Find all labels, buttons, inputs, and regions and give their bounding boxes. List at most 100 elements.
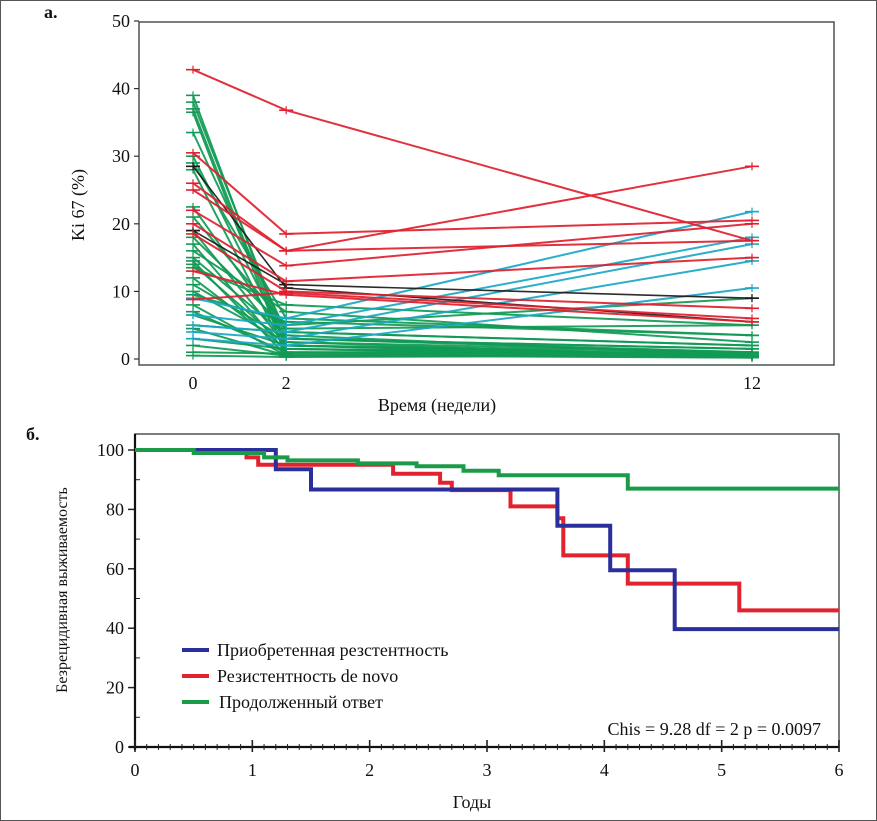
panel-b-x-ticks: 0 1 2 3 4 5 6 (129, 434, 844, 780)
panel-a-series (186, 65, 759, 362)
data-point-marker-cyan (186, 327, 200, 336)
survival-curve-0 (135, 448, 839, 632)
series-line-red (192, 68, 753, 242)
panel-b-y-axis-title: Безрецидивная выживаемость (54, 487, 71, 693)
series-line-black (192, 229, 753, 299)
data-point-marker-red (186, 267, 200, 276)
series-line-red (192, 152, 753, 235)
x-tick-label: 5 (717, 760, 726, 780)
data-point-marker-red (186, 295, 200, 304)
data-point-marker-red (279, 277, 294, 286)
legend-label-continued: Продолженный ответ (219, 692, 383, 712)
data-point-marker-cyan (279, 327, 294, 336)
data-point-marker-red (186, 148, 200, 157)
data-point-marker-green (186, 280, 200, 289)
y-tick-label: 100 (97, 440, 124, 460)
x-tick-label: 3 (483, 760, 492, 780)
survival-curve-2 (135, 448, 839, 491)
data-point-marker-red (745, 236, 759, 245)
data-point-marker-green (186, 246, 200, 255)
data-point-marker-green (279, 352, 294, 361)
panel-b-label: б. (26, 424, 40, 444)
data-point-marker-red (745, 253, 759, 262)
data-point-marker-red (279, 246, 294, 255)
data-point-marker-black (186, 162, 200, 171)
panel-a-plot-frame (138, 21, 835, 366)
panel-b: б. 0 20 40 60 80 100 0 1 2 3 4 5 6 Приобретенная ре… (26, 424, 844, 812)
legend-label-de-novo: Резистентность de novo (217, 666, 398, 686)
data-point-marker-cyan (745, 284, 759, 293)
data-point-marker-green (279, 307, 294, 316)
data-point-marker-red (745, 314, 759, 323)
data-point-marker-red (186, 206, 200, 215)
data-point-marker-red (186, 179, 200, 188)
series-line-red (192, 165, 753, 252)
y-tick-label: 40 (112, 79, 130, 99)
x-tick-label: 12 (743, 373, 761, 393)
x-tick-label: 4 (600, 760, 609, 780)
data-point-marker-red (279, 261, 294, 270)
panel-b-y-ticks: 0 20 40 60 80 100 (97, 440, 140, 757)
data-point-marker-green (186, 108, 200, 117)
x-tick-label: 6 (835, 760, 844, 780)
x-tick-label: 0 (131, 760, 140, 780)
panel-a-y-axis-title: Ki 67 (%) (68, 169, 89, 241)
panel-b-legend: Приобретенная резстентность Резистентнос… (182, 640, 448, 712)
data-point-marker-green (186, 213, 200, 222)
stat-annotation: Chis = 9.28 df = 2 p = 0.0097 (608, 719, 821, 739)
y-tick-label: 80 (106, 499, 124, 519)
x-tick-label: 1 (248, 760, 257, 780)
x-tick-label: 2 (365, 760, 374, 780)
series-line-red (192, 209, 753, 267)
y-tick-label: 20 (112, 214, 130, 234)
data-point-marker-red (186, 229, 200, 238)
y-tick-label: 10 (112, 281, 130, 301)
data-point-marker-green (745, 331, 759, 340)
y-tick-label: 30 (112, 146, 130, 166)
data-point-marker-red (279, 288, 294, 297)
y-tick-label: 40 (106, 618, 124, 638)
data-point-marker-green (186, 128, 200, 137)
data-point-marker-red (279, 229, 294, 238)
series-line-green (192, 354, 753, 359)
data-point-marker-cyan (745, 207, 759, 216)
y-tick-label: 0 (121, 349, 130, 369)
data-point-marker-red (279, 106, 294, 115)
data-point-marker-red (745, 219, 759, 228)
data-point-marker-red (745, 304, 759, 313)
panel-b-series (135, 448, 839, 632)
panel-a: а. 0 10 20 30 40 50 0 2 12 Время (недели) Ki 67… (44, 2, 835, 416)
data-point-marker-cyan (186, 311, 200, 320)
data-point-marker-red (186, 219, 200, 228)
panel-a-x-ticks: 0 2 12 (189, 373, 762, 393)
panel-a-y-ticks: 0 10 20 30 40 50 (112, 11, 139, 369)
x-tick-label: 2 (282, 373, 291, 393)
series-line-red (192, 189, 753, 252)
panel-a-label: а. (44, 2, 58, 22)
data-point-marker-green (186, 240, 200, 249)
y-tick-label: 20 (106, 678, 124, 698)
survival-curve-1 (135, 448, 839, 613)
data-point-marker-red (186, 186, 200, 194)
data-point-marker-green (186, 351, 200, 360)
panel-a-x-axis-title: Время (недели) (378, 395, 496, 416)
x-tick-label: 0 (189, 373, 198, 393)
y-tick-label: 60 (106, 559, 124, 579)
data-point-marker-cyan (279, 321, 294, 330)
data-point-marker-green (186, 273, 200, 282)
panel-b-x-axis-title: Годы (453, 792, 492, 812)
data-point-marker-red (186, 65, 200, 74)
data-point-marker-green (745, 341, 759, 350)
data-point-marker-green (186, 98, 200, 107)
y-tick-label: 50 (112, 11, 130, 31)
data-point-marker-green (279, 300, 294, 309)
data-point-marker-cyan (279, 314, 294, 323)
data-point-marker-green (186, 91, 200, 100)
data-point-marker-cyan (279, 334, 294, 343)
data-point-marker-black (745, 294, 759, 303)
data-point-marker-cyan (186, 334, 200, 343)
data-point-marker-green (745, 351, 759, 360)
legend-label-acquired: Приобретенная резстентность (217, 640, 448, 660)
data-point-marker-green (186, 341, 200, 350)
